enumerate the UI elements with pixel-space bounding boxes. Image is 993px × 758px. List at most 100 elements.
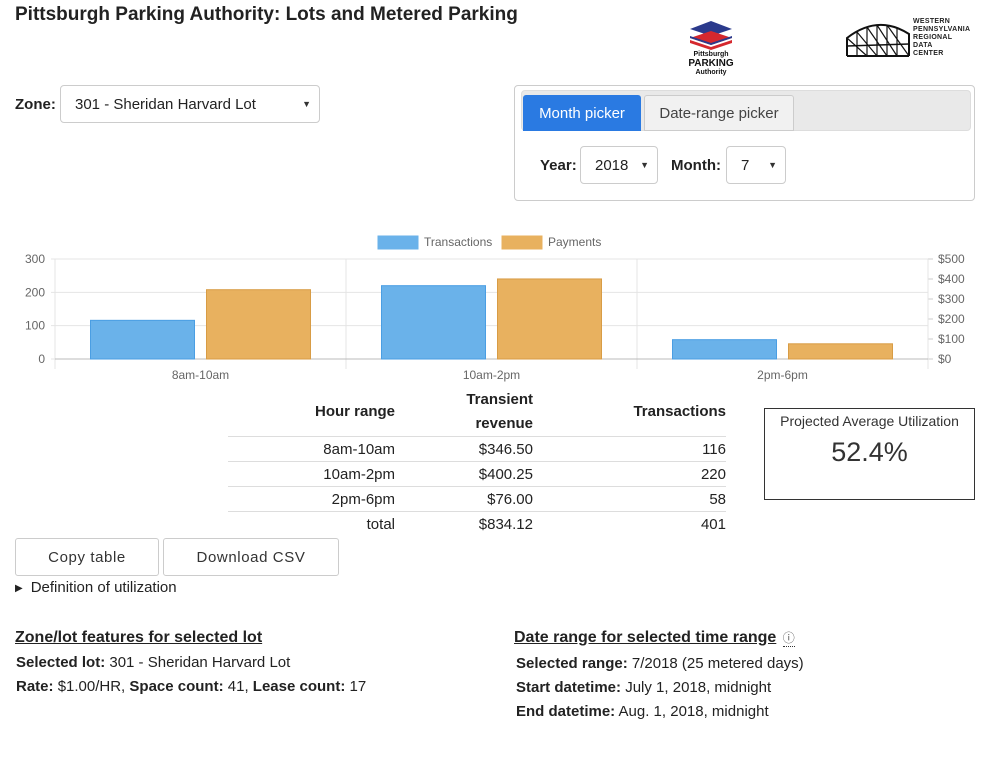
legend-swatch-1: [501, 235, 543, 250]
utilization-title: Projected Average Utilization: [780, 413, 959, 429]
header-transient-revenue: Transient revenue: [395, 388, 533, 437]
caret-down-icon: ▼: [302, 99, 311, 109]
bar-payments-0: [206, 289, 311, 360]
y-right-tick-label: $300: [938, 292, 965, 306]
space-count-value: 41,: [227, 678, 249, 695]
wprdc-line2: PENNSYLVANIA: [913, 26, 971, 33]
year-select[interactable]: 2018 ▼: [580, 146, 658, 184]
chart-svg: Transactions Payments 0 100 200 300 $0 $100 $200…: [25, 235, 965, 382]
selected-range-label: Selected range:: [516, 655, 628, 672]
copy-table-button[interactable]: Copy table: [15, 538, 159, 576]
y-left-tick-label: 200: [25, 285, 45, 299]
y-right-tick-label: $0: [938, 352, 952, 366]
tab-month-picker[interactable]: Month picker: [523, 95, 641, 131]
utilization-value: 52.4%: [831, 437, 908, 467]
cell-transactions: 116: [533, 436, 726, 462]
month-select-value: 7: [741, 157, 750, 174]
bar-payments-1: [497, 278, 602, 360]
caret-down-icon: ▼: [640, 160, 649, 170]
tab-date-range-picker[interactable]: Date-range picker: [644, 95, 794, 131]
cell-hour-range: 8am-10am: [228, 436, 395, 462]
header-revenue-line1: Transient: [466, 391, 533, 408]
date-range-title: Date range for selected time range: [514, 629, 777, 646]
picker-tab-bar: Month picker Date-range picker: [521, 90, 971, 131]
year-label: Year:: [540, 157, 577, 174]
header-revenue-line2: revenue: [475, 415, 533, 432]
features-title: Zone/lot features for selected lot: [15, 629, 263, 646]
definition-toggle[interactable]: ▶ Definition of utilization: [15, 579, 177, 596]
y-left-tick-label: 100: [25, 319, 45, 333]
end-datetime-value: Aug. 1, 2018, midnight: [618, 703, 769, 720]
start-datetime-value: July 1, 2018, midnight: [625, 679, 772, 696]
y-right-tick-label: $100: [938, 332, 965, 346]
cell-transactions: 220: [533, 461, 726, 487]
rate-line: Rate: $1.00/HR, Space count: 41, Lease c…: [16, 678, 366, 695]
legend-label-0: Transactions: [424, 235, 492, 249]
end-datetime-line: End datetime: Aug. 1, 2018, midnight: [516, 703, 769, 720]
lease-count-value: 17: [349, 678, 367, 695]
page-title: Pittsburgh Parking Authority: Lots and M…: [15, 4, 518, 25]
caret-down-icon: ▼: [768, 160, 777, 170]
x-tick-label: 8am-10am: [172, 368, 229, 382]
triangle-right-icon: ▶: [15, 583, 23, 594]
wprdc-line4: DATA: [913, 42, 933, 49]
cell-revenue: $346.50: [395, 436, 533, 462]
bridge-icon: [846, 23, 910, 57]
ppa-logo-line2: PARKING: [688, 58, 734, 69]
wprdc-line5: CENTER: [913, 50, 944, 57]
space-count-label: Space count:: [129, 678, 224, 695]
table-row: 10am-2pm $400.25 220: [228, 461, 726, 487]
download-csv-button[interactable]: Download CSV: [163, 538, 339, 576]
picker-panel: Month picker Date-range picker Year: 201…: [514, 85, 975, 201]
zone-select[interactable]: 301 - Sheridan Harvard Lot ▼: [60, 85, 320, 123]
start-datetime-line: Start datetime: July 1, 2018, midnight: [516, 679, 771, 696]
table-row: 8am-10am $346.50 116: [228, 436, 726, 462]
selected-range-line: Selected range: 7/2018 (25 metered days): [516, 655, 804, 672]
rate-label: Rate:: [16, 678, 54, 695]
legend-swatch-0: [377, 235, 419, 250]
y-right-tick-label: $500: [938, 252, 965, 266]
x-tick-label: 10am-2pm: [463, 368, 520, 382]
wprdc-logo-text: WESTERN PENNSYLVANIA REGIONAL DATA CENTE…: [913, 18, 970, 58]
wprdc-line1: WESTERN: [913, 18, 951, 25]
ppa-logo-line1: Pittsburgh: [693, 51, 729, 58]
bar-transactions-2: [672, 339, 777, 360]
ppa-logo-line3: Authority: [695, 69, 727, 76]
table-row: 2pm-6pm $76.00 58: [228, 486, 726, 512]
month-select[interactable]: 7 ▼: [726, 146, 786, 184]
bar-transactions-0: [90, 319, 195, 360]
cell-transactions: 58: [533, 486, 726, 512]
x-tick-label: 2pm-6pm: [757, 368, 808, 382]
y-right-tick-label: $400: [938, 272, 965, 286]
bar-transactions-1: [381, 285, 486, 360]
cell-revenue: $76.00: [395, 486, 533, 512]
wprdc-line3: REGIONAL: [913, 34, 953, 41]
table-header-row: Hour range Transient revenue Transaction…: [228, 388, 726, 437]
y-right-tick-label: $200: [938, 312, 965, 326]
rate-value: $1.00/HR,: [57, 678, 126, 695]
zone-label: Zone:: [15, 96, 56, 113]
selected-lot-label: Selected lot:: [16, 654, 106, 671]
y-left-tick-label: 0: [38, 352, 45, 366]
start-datetime-label: Start datetime:: [516, 679, 622, 696]
cell-revenue: $400.25: [395, 461, 533, 487]
selected-range-value: 7/2018 (25 metered days): [631, 655, 804, 672]
year-select-value: 2018: [595, 157, 629, 174]
zone-select-value: 301 - Sheridan Harvard Lot: [75, 96, 256, 113]
end-datetime-label: End datetime:: [516, 703, 616, 720]
y-left-tick-label: 300: [25, 252, 45, 266]
ppa-logo: Pittsburgh PARKING Authority: [680, 20, 742, 78]
utilization-box: Projected Average Utilization 52.4%: [764, 408, 975, 500]
cell-total-transactions: 401: [533, 511, 726, 537]
bar-payments-2: [788, 343, 893, 360]
table-total-row: total $834.12 401: [228, 511, 726, 537]
ppa-logo-mark: [690, 21, 732, 50]
legend-label-1: Payments: [548, 235, 601, 249]
cell-hour-range: 2pm-6pm: [228, 486, 395, 512]
info-icon[interactable]: ⓘ: [782, 631, 795, 647]
date-range-title-wrap: Date range for selected time range ⓘ: [514, 629, 795, 647]
cell-total-label: total: [228, 511, 395, 537]
hour-range-table: Hour range Transient revenue Transaction…: [228, 388, 726, 537]
header-transactions: Transactions: [633, 403, 726, 420]
selected-lot-line: Selected lot: 301 - Sheridan Harvard Lot: [16, 654, 290, 671]
